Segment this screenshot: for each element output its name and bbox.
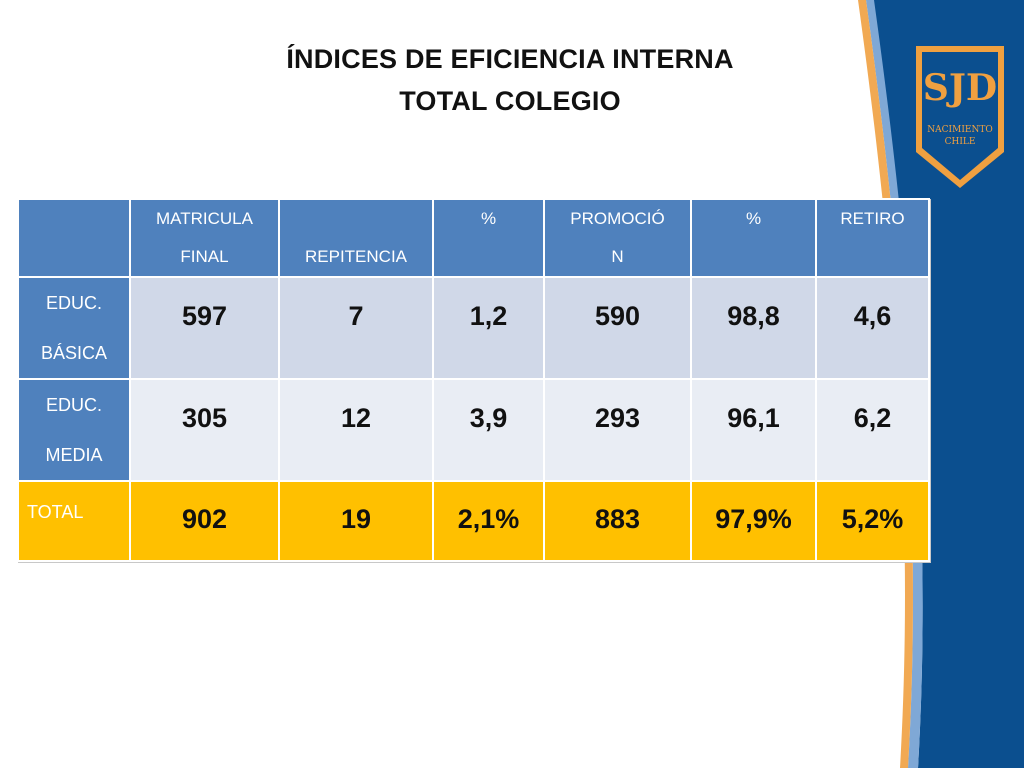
cell-retiro-basica: 4,6 [815,276,930,380]
table-row-basica: EDUC. BÁSICA 597 7 1,2 590 98,8 4,6 [17,276,930,380]
header-empty-cell [17,198,131,278]
logo-text: SJD [923,67,997,109]
header-matricula-final: MATRICULA FINAL [129,198,280,278]
cell-promocion-pct-basica: 98,8 [690,276,817,380]
cell-promocion-media: 293 [543,378,692,482]
cell-matricula-media: 305 [129,378,280,482]
cell-repitencia-pct-media: 3,9 [432,378,545,482]
header-promocion-percent: % [690,198,817,278]
header-repitencia: REPITENCIA [278,198,434,278]
slide-title: ÍNDICES DE EFICIENCIA INTERNA TOTAL COLE… [160,38,860,122]
cell-matricula-total: 902 [129,480,280,562]
cell-repitencia-media: 12 [278,378,434,482]
cell-repitencia-total: 19 [278,480,434,562]
cell-repitencia-basica: 7 [278,276,434,380]
table-row-total: TOTAL 902 19 2,1% 883 97,9% 5,2% [17,480,930,562]
cell-repitencia-pct-total: 2,1% [432,480,545,562]
row-label-total: TOTAL [17,480,131,562]
efficiency-table: MATRICULA FINAL REPITENCIA % PROMOCIÓ N % … [17,198,930,562]
cell-matricula-basica: 597 [129,276,280,380]
title-line-2: TOTAL COLEGIO [399,86,621,116]
school-logo: SJD NACIMIENTO CHILE [916,46,1004,188]
header-retiro: RETIRO [815,198,930,278]
header-repitencia-percent: % [432,198,545,278]
cell-retiro-total: 5,2% [815,480,930,562]
table-header-row: MATRICULA FINAL REPITENCIA % PROMOCIÓ N % … [17,198,930,278]
cell-promocion-pct-total: 97,9% [690,480,817,562]
cell-promocion-pct-media: 96,1 [690,378,817,482]
header-promocion: PROMOCIÓ N [543,198,692,278]
table-row-media: EDUC. MEDIA 305 12 3,9 293 96,1 6,2 [17,378,930,482]
navy-side-panel [872,0,1024,768]
cell-promocion-basica: 590 [543,276,692,380]
row-label-media: EDUC. MEDIA [17,378,131,482]
row-label-basica: EDUC. BÁSICA [17,276,131,380]
cell-promocion-total: 883 [543,480,692,562]
cell-repitencia-pct-basica: 1,2 [432,276,545,380]
logo-subtitle-1: NACIMIENTO [927,125,992,135]
cell-retiro-media: 6,2 [815,378,930,482]
logo-subtitle-2: CHILE [945,137,976,147]
title-line-1: ÍNDICES DE EFICIENCIA INTERNA [286,44,734,74]
